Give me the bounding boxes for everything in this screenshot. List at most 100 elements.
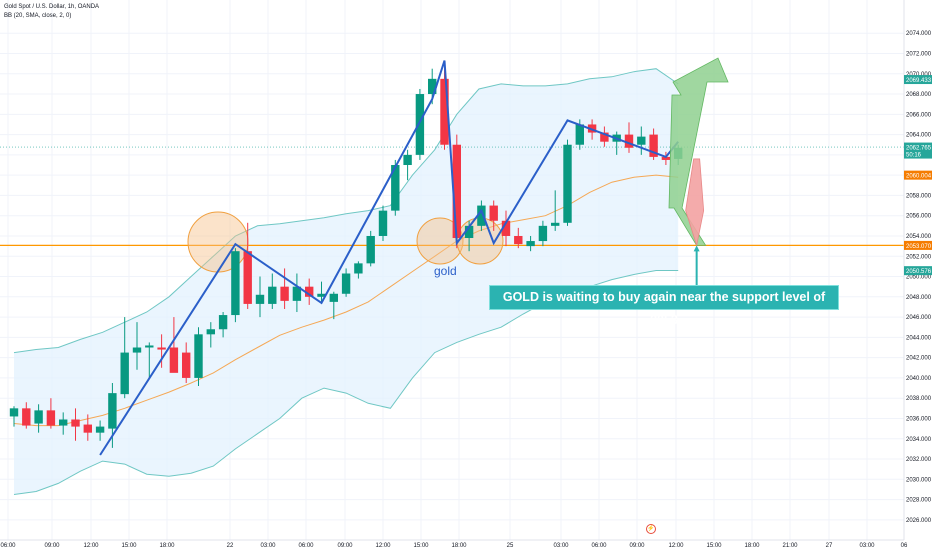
candle: [280, 268, 289, 309]
candle-body: [551, 222, 560, 226]
candle-body: [218, 315, 228, 330]
time-tick-label: 09:00: [629, 543, 645, 549]
price-tick-label: 2056.000: [906, 214, 932, 220]
event-marker-icon[interactable]: ⚡: [646, 524, 656, 534]
price-tick-label: 2028.000: [906, 498, 932, 504]
candle-body: [501, 220, 511, 236]
candle: [132, 322, 142, 370]
price-tick-label: 2032.000: [906, 457, 932, 463]
candle: [661, 151, 671, 166]
gold-annotation-label: gold: [434, 264, 457, 278]
price-tick-label: 2052.000: [906, 254, 932, 260]
time-tick-label: 03:00: [260, 543, 276, 549]
callout-pointer: [693, 245, 700, 285]
candle: [83, 414, 92, 441]
price-tag-sublabel: 50:16: [906, 153, 922, 159]
candle: [268, 273, 277, 309]
candle-body: [145, 345, 154, 348]
highlight-circle: [416, 217, 464, 265]
price-tag-bg: [904, 75, 932, 85]
price-tag-label: 2050.576: [906, 269, 932, 275]
price-tick-label: 2036.000: [906, 416, 932, 422]
candle-body: [526, 241, 535, 247]
support-callout[interactable]: GOLD is waiting to buy again near the su…: [489, 285, 839, 327]
candle-body: [366, 235, 375, 264]
price-tag-bg: [904, 170, 932, 180]
time-tick-label: 18:00: [159, 543, 175, 549]
time-tick-label: 15:00: [706, 543, 722, 549]
candle: [95, 420, 105, 441]
candle-body: [169, 347, 179, 373]
candle: [477, 200, 486, 231]
candle: [218, 312, 228, 338]
candle-body: [563, 144, 572, 223]
candle-body: [428, 78, 437, 95]
candle-body: [46, 410, 56, 426]
candle: [206, 322, 215, 348]
candle: [637, 126, 646, 155]
price-tick-label: 2058.000: [906, 193, 932, 199]
price-tick-label: 2038.000: [906, 396, 932, 402]
candle-body: [71, 419, 80, 427]
time-tick-label: 21:00: [782, 543, 798, 549]
candle-body: [661, 156, 671, 160]
candle-body: [194, 334, 203, 378]
candle: [317, 281, 326, 304]
price-tag-bg: [904, 266, 932, 276]
time-tick-label: 12:00: [375, 543, 391, 549]
time-tick-label: 25: [507, 543, 514, 549]
candle-body: [317, 293, 326, 297]
candle-body: [132, 347, 142, 353]
candle: [551, 190, 560, 231]
candle: [182, 342, 191, 383]
candle: [329, 291, 338, 320]
price-tick-label: 2030.000: [906, 477, 932, 483]
time-tick-label: 12:00: [83, 543, 99, 549]
candle: [403, 149, 412, 181]
time-tick-label: 06:00: [591, 543, 607, 549]
price-tag-label: 2062.765: [906, 146, 932, 152]
time-tick-label: 09:00: [44, 543, 60, 549]
candle-body: [575, 124, 584, 145]
time-tick-label: 15:00: [121, 543, 137, 549]
candle-body: [157, 347, 166, 350]
candle-body: [378, 210, 388, 236]
candle: [292, 273, 302, 313]
candle: [120, 317, 129, 399]
candle: [526, 235, 535, 252]
candle-body: [403, 154, 412, 166]
candle-body: [341, 273, 351, 294]
price-tag-label: 2053.070: [906, 244, 932, 250]
candle: [145, 342, 154, 378]
candle-body: [624, 134, 634, 148]
time-tick-label: 18:00: [744, 543, 760, 549]
price-tag: 2050.576: [904, 266, 932, 276]
price-tag-bg: [904, 240, 932, 250]
candle-body: [95, 426, 105, 433]
down-projection-arrow: [685, 158, 705, 246]
candle: [305, 278, 314, 305]
candle-body: [255, 294, 265, 304]
candle-body: [268, 286, 277, 304]
price-tick-label: 2042.000: [906, 356, 932, 362]
candle-body: [415, 94, 425, 155]
candle: [440, 63, 449, 150]
candle: [489, 200, 498, 231]
candle: [46, 398, 56, 429]
time-tick-label: 06: [901, 543, 908, 549]
candle-body: [354, 263, 363, 274]
up-projection-arrow: [668, 57, 729, 246]
time-tick-label: 18:00: [451, 543, 467, 549]
candle: [600, 126, 609, 147]
candle: [71, 408, 80, 441]
candle-body: [108, 393, 117, 429]
price-tag-label: 2060.004: [906, 174, 932, 180]
candle: [501, 210, 511, 247]
candle: [514, 227, 523, 249]
candle-body: [22, 408, 31, 426]
candle-body: [649, 134, 658, 157]
indicator-title: BB (20, SMA, close, 2, 0): [4, 13, 72, 19]
